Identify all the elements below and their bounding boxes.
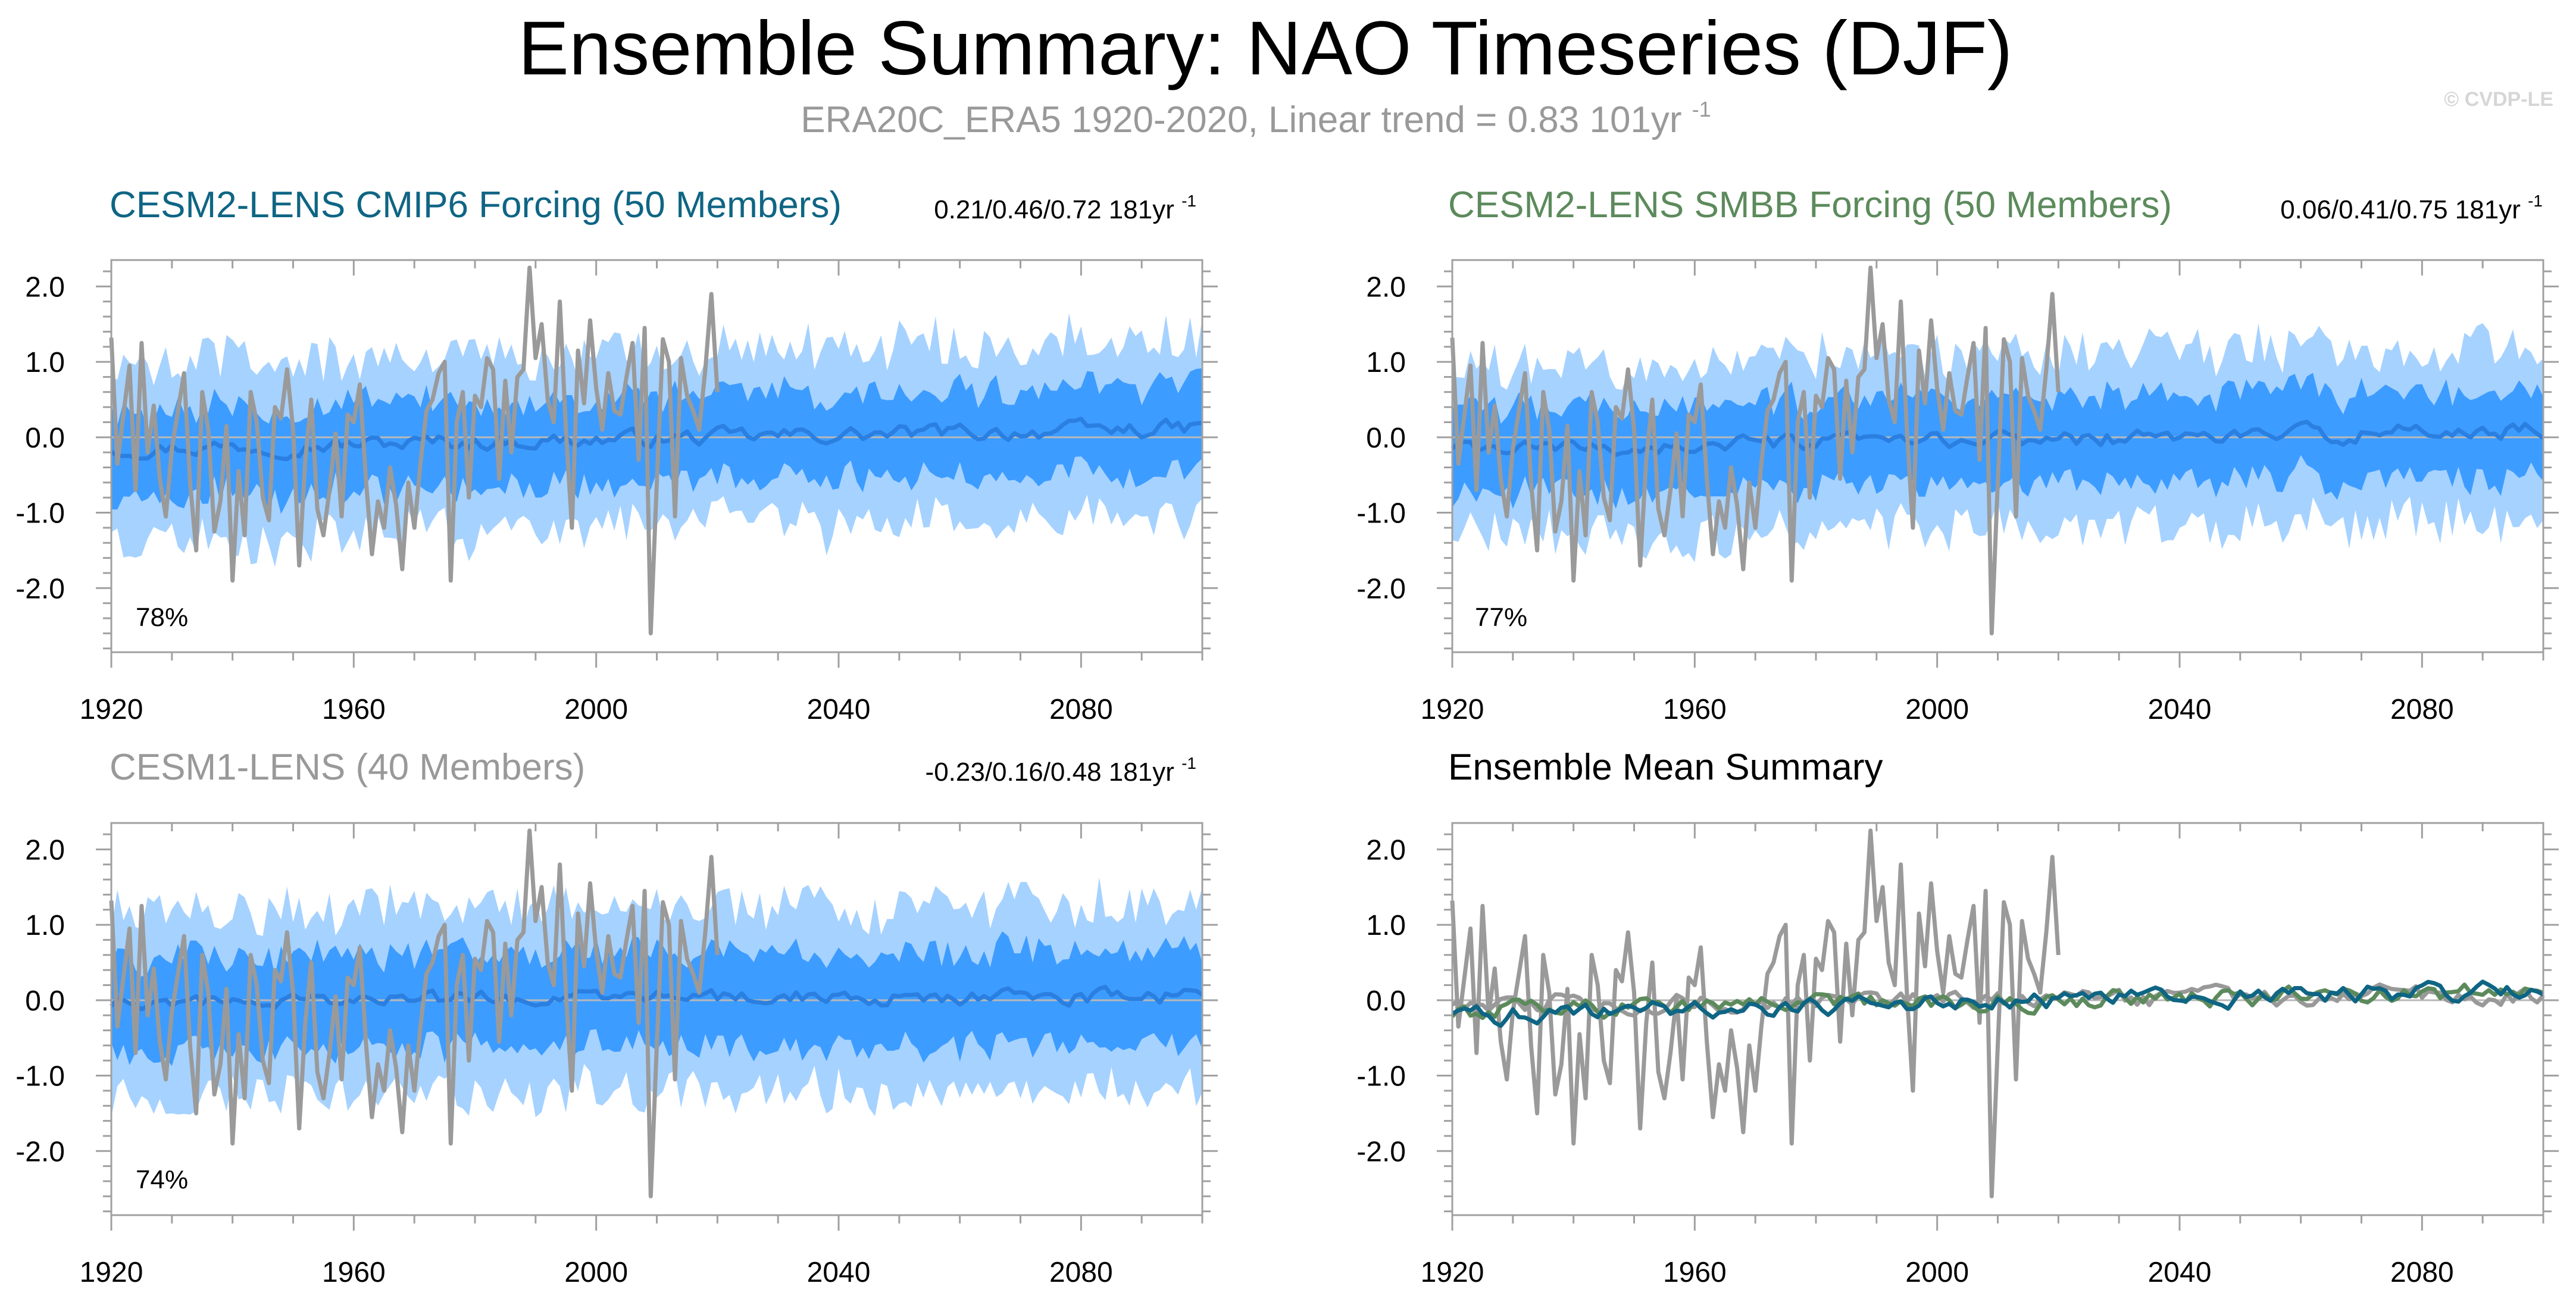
credit-label: © CVDP-LE: [2444, 88, 2553, 111]
y-tick-label: 0.0: [25, 985, 65, 1017]
panel-title: CESM2-LENS SMBB Forcing (50 Members): [1448, 184, 2172, 226]
plot-area: 1920 1960 2000 2040 2080 2.0 1.0 0.0 -1.0 -2.0: [15, 259, 1218, 725]
x-tick-label: 2000: [564, 1257, 628, 1288]
agreement-percent: 74%: [136, 1165, 188, 1194]
y-tick-label: -1.0: [15, 498, 65, 530]
agreement-percent: 77%: [1475, 603, 1527, 632]
subtitle-main: ERA20C_ERA5 1920-2020, Linear trend = 0.…: [801, 99, 1681, 140]
x-tick-label: 2000: [564, 694, 628, 725]
y-tick-label: 1.0: [25, 347, 65, 378]
y-tick-label: -1.0: [1356, 1061, 1406, 1093]
agreement-percent: 78%: [136, 603, 188, 632]
x-tick-label: 1920: [1421, 694, 1484, 725]
observed-line: [109, 265, 720, 636]
x-tick-label: 2040: [2148, 1257, 2212, 1288]
x-tick-label: 2080: [2390, 1257, 2454, 1288]
panel-cesm1: CESM1-LENS (40 Members) -0.23/0.16/0.48 …: [15, 747, 1218, 1288]
plot-area: 1920 1960 2000 2040 2080 2.0 1.0 0.0 -1.0 -2.0: [1356, 822, 2559, 1288]
figure-subtitle: ERA20C_ERA5 1920-2020, Linear trend = 0.…: [801, 97, 1711, 140]
panel-stat-superscript: -1: [1181, 754, 1196, 772]
y-tick-label: 2.0: [1366, 271, 1406, 303]
y-tick-label: -2.0: [1356, 573, 1406, 605]
panel-stat: 0.21/0.46/0.72 181yr -1: [934, 192, 1196, 224]
x-tick-label: 2080: [2390, 694, 2454, 725]
y-tick-label: 1.0: [25, 910, 65, 941]
panel-stat-superscript: -1: [2528, 192, 2543, 210]
x-tick-label: 1960: [322, 1257, 386, 1288]
x-tick-label: 1920: [80, 1257, 143, 1288]
y-tick-label: 0.0: [1366, 423, 1406, 454]
y-tick-label: -2.0: [1356, 1136, 1406, 1168]
y-tick-label: 2.0: [25, 271, 65, 303]
x-tick-label: 2040: [2148, 694, 2212, 725]
subtitle-superscript: -1: [1692, 97, 1711, 121]
figure-title: Ensemble Summary: NAO Timeseries (DJF): [518, 6, 2013, 91]
y-tick-label: 1.0: [1366, 910, 1406, 941]
x-tick-label: 2080: [1049, 1257, 1113, 1288]
plot-area: 1920 1960 2000 2040 2080 2.0 1.0 0.0 -1.0 -2.0: [15, 822, 1218, 1288]
x-tick-label: 2000: [1905, 694, 1969, 725]
panel-title: Ensemble Mean Summary: [1448, 747, 1883, 788]
y-tick-label: 0.0: [25, 423, 65, 454]
series-line-3: [1451, 979, 2544, 1028]
series-line-2: [1450, 982, 2544, 1021]
x-tick-label: 2040: [807, 1257, 871, 1288]
y-tick-label: 1.0: [1366, 347, 1406, 378]
x-tick-label: 2040: [807, 694, 871, 725]
plot-area: 1920 1960 2000 2040 2080 2.0 1.0 0.0 -1.0 -2.0: [1356, 259, 2559, 725]
x-tick-label: 1960: [322, 694, 386, 725]
observed-line: [1450, 828, 2061, 1198]
y-tick-label: -2.0: [15, 1136, 65, 1168]
panel-title: CESM1-LENS (40 Members): [110, 747, 585, 788]
observed-line: [1450, 265, 2061, 636]
y-tick-label: 2.0: [25, 834, 65, 866]
x-tick-label: 1960: [1663, 1257, 1727, 1288]
x-tick-label: 1920: [80, 694, 143, 725]
y-tick-label: 0.0: [1366, 985, 1406, 1017]
panel-stat-main: 0.06/0.41/0.75 181yr: [2280, 195, 2521, 224]
x-tick-label: 2000: [1905, 1257, 1969, 1288]
y-tick-label: -1.0: [1356, 498, 1406, 530]
panel-ensemble-mean-summary: Ensemble Mean Summary 1920 1960 2000 2040 20…: [1356, 747, 2559, 1288]
panel-stat-superscript: -1: [1181, 192, 1196, 210]
x-tick-label: 1920: [1421, 1257, 1484, 1288]
y-tick-label: -1.0: [15, 1061, 65, 1093]
y-tick-label: 2.0: [1366, 834, 1406, 866]
panel-cesm2-smbb: CESM2-LENS SMBB Forcing (50 Members) 0.0…: [1356, 184, 2559, 725]
panel-stat: 0.06/0.41/0.75 181yr -1: [2280, 192, 2543, 224]
panel-cesm2-cmip6: CESM2-LENS CMIP6 Forcing (50 Members) 0.…: [15, 184, 1218, 725]
panel-title: CESM2-LENS CMIP6 Forcing (50 Members): [110, 184, 842, 226]
x-tick-label: 1960: [1663, 694, 1727, 725]
x-tick-label: 2080: [1049, 694, 1113, 725]
panel-stat-main: -0.23/0.16/0.48 181yr: [926, 758, 1174, 787]
panel-stat: -0.23/0.16/0.48 181yr -1: [926, 754, 1196, 787]
observed-line: [109, 828, 720, 1198]
panel-stat-main: 0.21/0.46/0.72 181yr: [934, 195, 1174, 224]
y-tick-label: -2.0: [15, 573, 65, 605]
